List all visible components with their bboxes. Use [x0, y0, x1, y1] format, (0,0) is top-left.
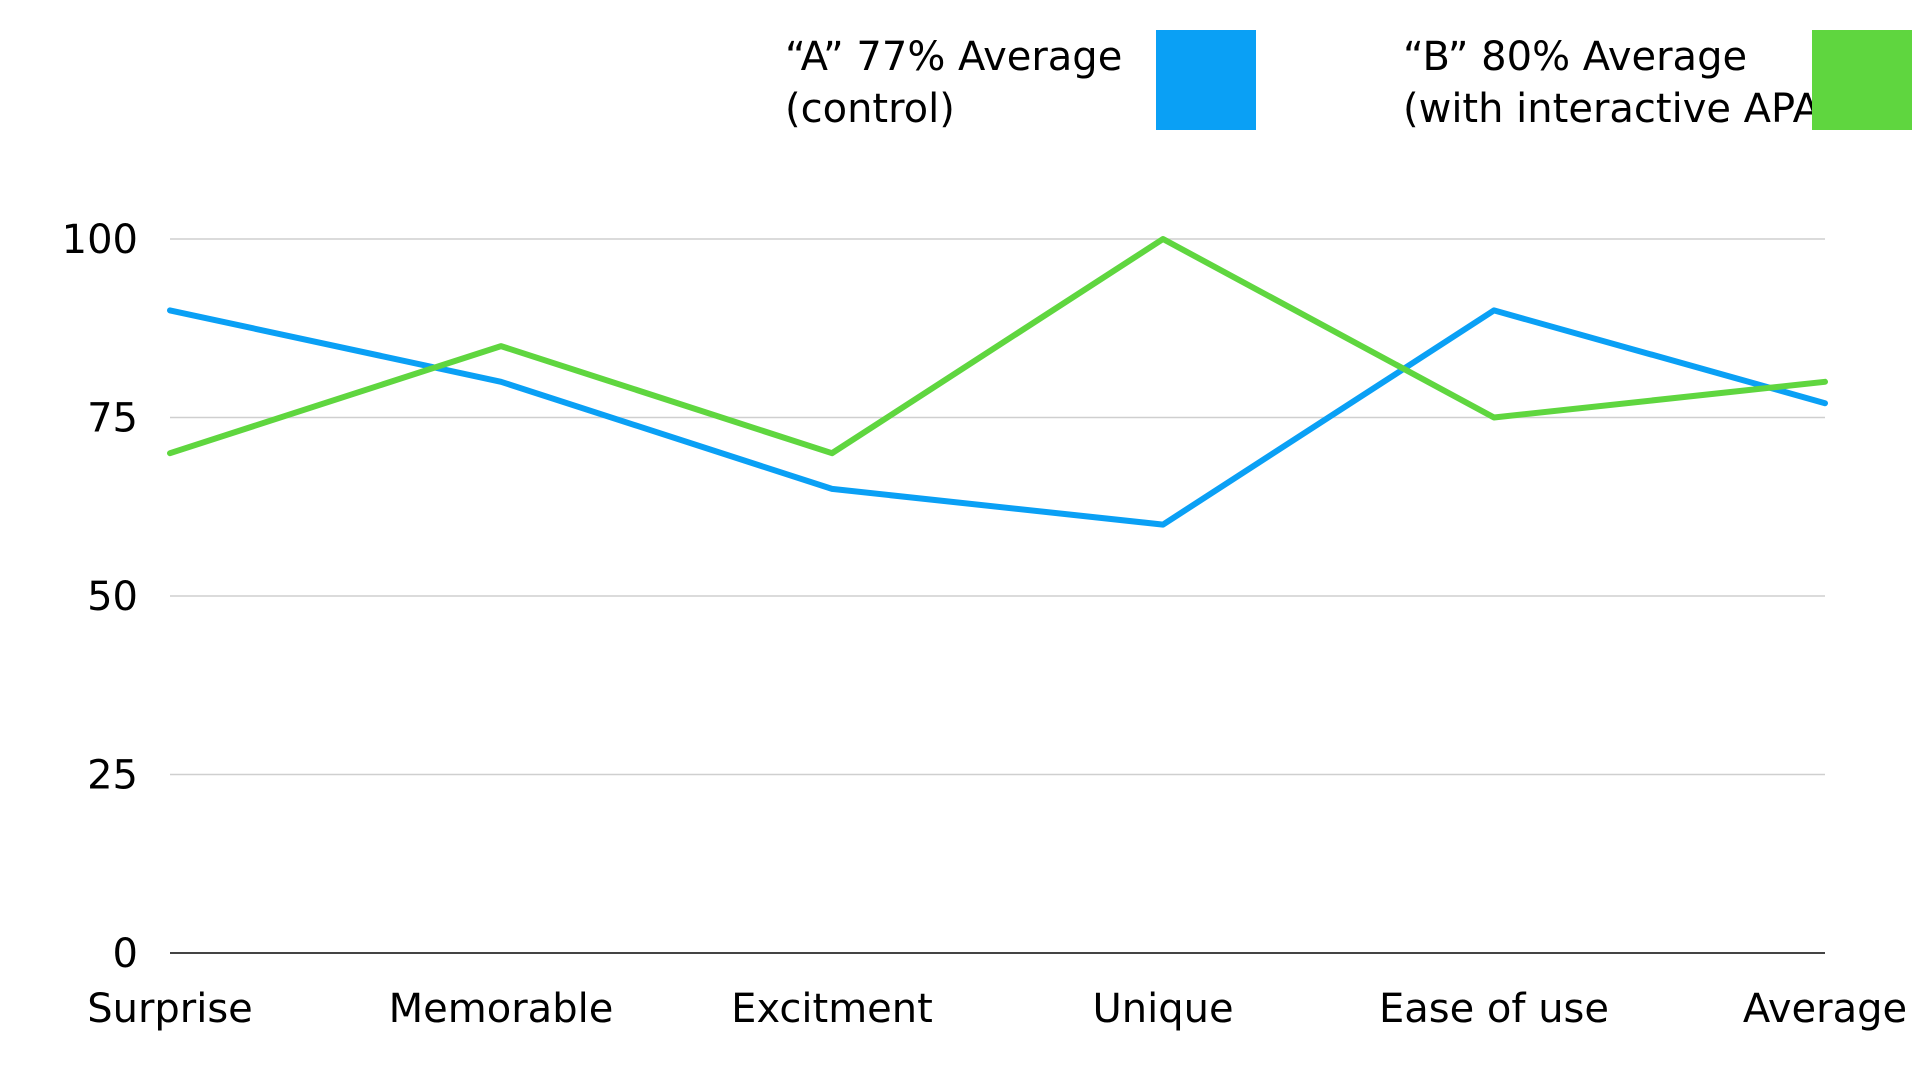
y-tick-label: 100 — [62, 217, 138, 263]
legend-swatch — [1156, 30, 1256, 130]
y-axis-ticks: 0 25 50 75 100 — [62, 217, 138, 977]
x-tick-label: Average — [1743, 986, 1907, 1032]
x-tick-label: Ease of use — [1379, 986, 1609, 1032]
y-tick-label: 25 — [87, 753, 138, 799]
legend-label: (control) — [785, 86, 955, 132]
y-tick-label: 50 — [87, 574, 138, 620]
x-axis-ticks: Surprise Memorable Excitment Unique Ease of … — [87, 986, 1907, 1032]
series-layer — [170, 239, 1825, 525]
legend-item-b: “B” 80% Average (with interactive APA) — [1403, 30, 1912, 132]
x-tick-label: Surprise — [87, 986, 253, 1032]
legend: “A” 77% Average (control) “B” 80% Average (… — [785, 30, 1912, 132]
legend-label: “A” 77% Average — [785, 34, 1122, 80]
legend-label: (with interactive APA) — [1403, 86, 1836, 132]
x-tick-label: Unique — [1092, 986, 1233, 1032]
y-tick-label: 75 — [87, 396, 138, 442]
legend-label: “B” 80% Average — [1403, 34, 1747, 80]
x-tick-label: Excitment — [731, 986, 933, 1032]
legend-swatch — [1812, 30, 1912, 130]
series-line-b — [170, 239, 1825, 453]
legend-item-a: “A” 77% Average (control) — [785, 30, 1256, 132]
x-tick-label: Memorable — [389, 986, 614, 1032]
y-tick-label: 0 — [113, 931, 138, 977]
